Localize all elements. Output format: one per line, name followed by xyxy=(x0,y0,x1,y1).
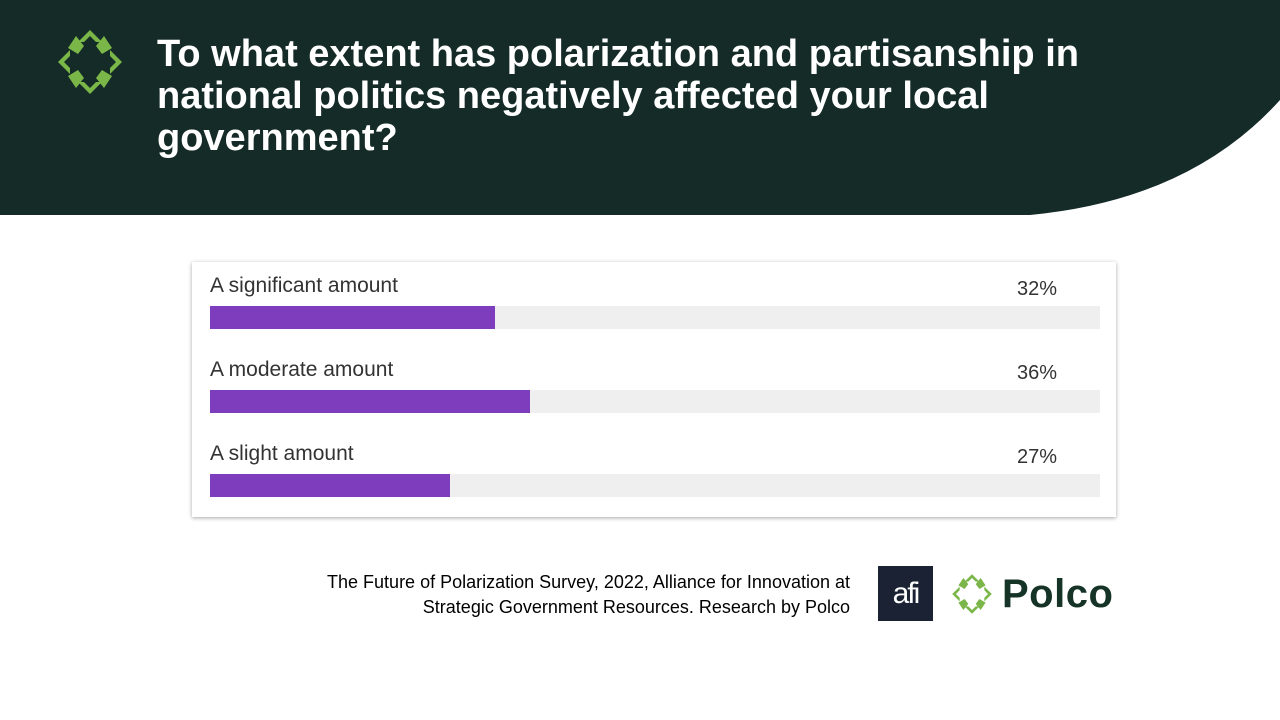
bar-value-label: 32% xyxy=(1016,278,1057,300)
afi-logo: afi xyxy=(878,566,933,621)
polco-logo-wordmark: Polco xyxy=(1002,572,1114,616)
polco-mark-icon xyxy=(952,574,992,614)
bar-slight-amount xyxy=(210,474,451,497)
chart-row-moderate: A moderate amount 36% xyxy=(210,358,1100,428)
bar-chart-card: A significant amount 32% A moderate amou… xyxy=(192,262,1116,517)
bar-track xyxy=(210,390,1100,413)
source-line-2: Strategic Government Resources. Research… xyxy=(422,597,850,617)
source-citation: The Future of Polarization Survey, 2022,… xyxy=(210,570,850,620)
bar-value-label: 27% xyxy=(1016,446,1057,468)
chart-row-significant: A significant amount 32% xyxy=(210,274,1100,344)
source-line-1: The Future of Polarization Survey, 2022,… xyxy=(327,572,850,592)
page-title: To what extent has polarization and part… xyxy=(157,33,1079,159)
bar-category-label: A moderate amount xyxy=(210,358,394,381)
bar-category-label: A slight amount xyxy=(210,442,354,465)
bar-moderate-amount xyxy=(210,390,531,413)
chart-row-slight: A slight amount 27% xyxy=(210,442,1100,512)
header-banner: To what extent has polarization and part… xyxy=(0,0,1280,215)
header-background xyxy=(0,0,1280,215)
bar-track xyxy=(210,474,1100,497)
bar-category-label: A significant amount xyxy=(210,274,398,297)
polco-logo-icon xyxy=(58,30,122,94)
bar-significant-amount xyxy=(210,306,495,329)
bar-value-label: 36% xyxy=(1016,362,1057,384)
bar-track xyxy=(210,306,1100,329)
